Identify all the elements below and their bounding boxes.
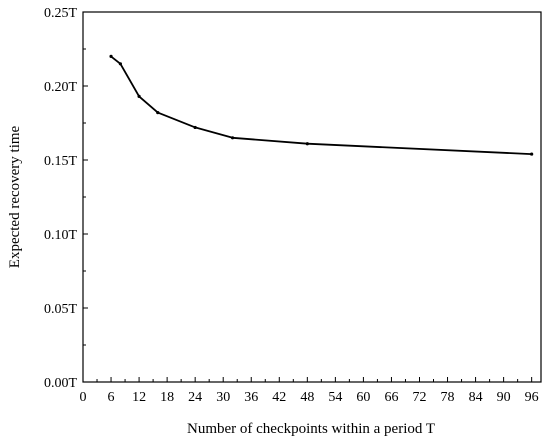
data-point <box>118 62 122 66</box>
data-point <box>137 94 141 98</box>
y-tick-label: 0.10T <box>44 228 78 243</box>
x-axis-label: Number of checkpoints within a period T <box>187 421 435 437</box>
x-tick-label: 36 <box>244 390 258 405</box>
x-tick-label: 54 <box>328 390 342 405</box>
x-tick-label: 96 <box>525 390 539 405</box>
x-tick-label: 30 <box>216 390 230 405</box>
x-tick-label: 66 <box>384 390 398 405</box>
y-tick-label: 0.05T <box>44 302 78 317</box>
data-point <box>193 125 197 130</box>
data-point <box>530 152 534 156</box>
data-point <box>156 111 160 115</box>
x-tick-label: 72 <box>412 390 426 405</box>
x-tick-label: 42 <box>272 390 286 405</box>
x-tick-label: 12 <box>132 390 146 405</box>
plot-frame <box>82 11 542 383</box>
series <box>109 54 534 156</box>
series-line <box>110 55 532 155</box>
axes <box>82 11 542 383</box>
data-point <box>230 136 235 140</box>
y-tick-label: 0.15T <box>44 154 78 169</box>
x-tick-label: 90 <box>497 390 511 405</box>
data-point <box>305 142 309 146</box>
y-tick-label: 0.25T <box>44 6 78 21</box>
y-tick-label: 0.00T <box>44 376 78 391</box>
x-tick-label: 18 <box>160 390 174 405</box>
x-tick-label: 24 <box>188 390 202 405</box>
x-tick-label: 6 <box>108 390 115 405</box>
y-axis-label: Expected recovery time <box>7 125 23 268</box>
x-tick-label: 78 <box>441 390 455 405</box>
x-tick-label: 48 <box>300 390 314 405</box>
y-tick-label: 0.20T <box>44 80 78 95</box>
x-tick-label: 84 <box>469 390 483 405</box>
x-tick-label: 60 <box>356 390 370 405</box>
x-tick-label: 0 <box>80 390 87 405</box>
ticks: 0 6 12 18 24 30 36 42 48 54 60 66 72 78 84 90 96 0.00T 0.0… <box>44 6 539 405</box>
data-point <box>109 54 113 59</box>
